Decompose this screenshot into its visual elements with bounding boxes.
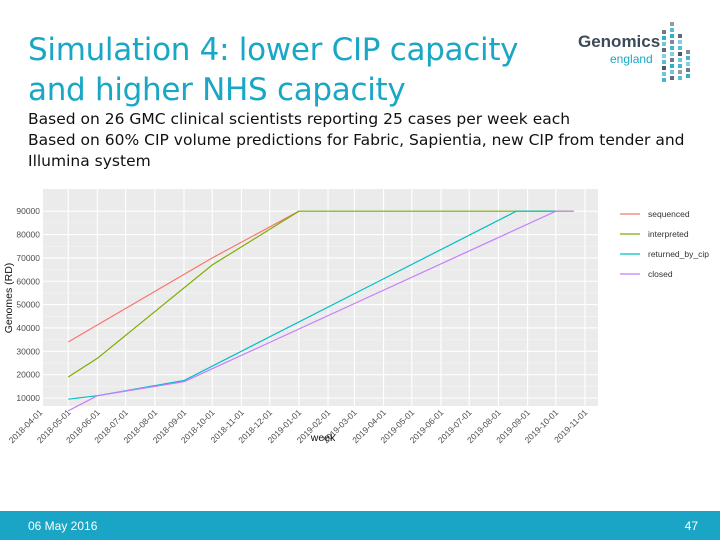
y-axis-label: Genomes (RD)	[3, 263, 15, 334]
desc-line-3: Illumina system	[28, 152, 151, 170]
logo-dot	[662, 78, 666, 82]
series-line-interpreted	[67, 210, 574, 378]
x-axis-label: week	[310, 432, 336, 444]
desc-line-1: Based on 26 GMC clinical scientists repo…	[28, 110, 571, 128]
logo-dot	[678, 76, 682, 80]
series-line-sequenced	[67, 210, 300, 343]
line-chart: 10000 20000 30000 40000 50000 60000 70000 80000…	[3, 189, 709, 445]
y-tick-label: 30000	[16, 346, 40, 356]
title-line-1: Simulation 4: lower CIP capacity	[28, 32, 519, 68]
logo-dot	[686, 68, 690, 72]
logo-dot	[670, 64, 674, 68]
logo-dot	[670, 34, 674, 38]
slide-title: Simulation 4: lower CIP capacity and hig…	[28, 30, 568, 110]
logo-dot	[670, 28, 674, 32]
logo-dot	[686, 62, 690, 66]
logo-dot	[662, 30, 666, 34]
logo-dot	[662, 42, 666, 46]
legend-label: interpreted	[648, 229, 689, 239]
y-tick-label: 10000	[16, 393, 40, 403]
logo-dot	[662, 36, 666, 40]
logo-dot	[678, 64, 682, 68]
genomics-england-logo: Genomics england	[560, 14, 700, 84]
legend-label: returned_by_cip	[648, 249, 709, 259]
logo-dot	[662, 54, 666, 58]
title-line-2: and higher NHS capacity	[28, 72, 406, 108]
logo-word: Genomics	[578, 32, 661, 51]
logo-sub: england	[610, 52, 653, 66]
logo-dot	[670, 76, 674, 80]
y-tick-label: 70000	[16, 253, 40, 263]
footer-date: 06 May 2016	[28, 519, 98, 533]
logo-dot-grid-icon	[662, 22, 690, 82]
logo-dot	[678, 52, 682, 56]
series-line-closed	[67, 210, 574, 412]
series-line-returned-by-cip	[68, 210, 556, 400]
logo-dot	[678, 46, 682, 50]
y-tick-label: 80000	[16, 230, 40, 240]
y-tick-label: 90000	[16, 206, 40, 216]
logo-dot	[670, 58, 674, 62]
logo-dot	[670, 22, 674, 26]
logo-dot	[678, 70, 682, 74]
page-number: 47	[684, 519, 698, 533]
y-tick-label: 60000	[16, 276, 40, 286]
logo-dot	[670, 52, 674, 56]
logo-dot	[686, 56, 690, 60]
logo-dot	[678, 40, 682, 44]
logo-dot	[678, 58, 682, 62]
footer-bar: 06 May 2016 47	[0, 511, 720, 540]
legend-label: closed	[648, 269, 673, 279]
logo-dot	[670, 46, 674, 50]
y-tick-label: 20000	[16, 370, 40, 380]
logo-dot	[670, 70, 674, 74]
legend-label: sequenced	[648, 209, 690, 219]
logo-dot	[662, 66, 666, 70]
logo-dot	[670, 40, 674, 44]
logo-dot	[686, 74, 690, 78]
logo-dot	[678, 34, 682, 38]
y-tick-label: 50000	[16, 300, 40, 310]
slide-description: Based on 26 GMC clinical scientists repo…	[28, 109, 688, 172]
logo-dot	[662, 60, 666, 64]
logo-dot	[662, 72, 666, 76]
logo-dot	[662, 48, 666, 52]
plot-panel	[43, 189, 598, 406]
y-tick-label: 40000	[16, 323, 40, 333]
desc-line-2: Based on 60% CIP volume predictions for …	[28, 131, 685, 149]
logo-dot	[686, 50, 690, 54]
